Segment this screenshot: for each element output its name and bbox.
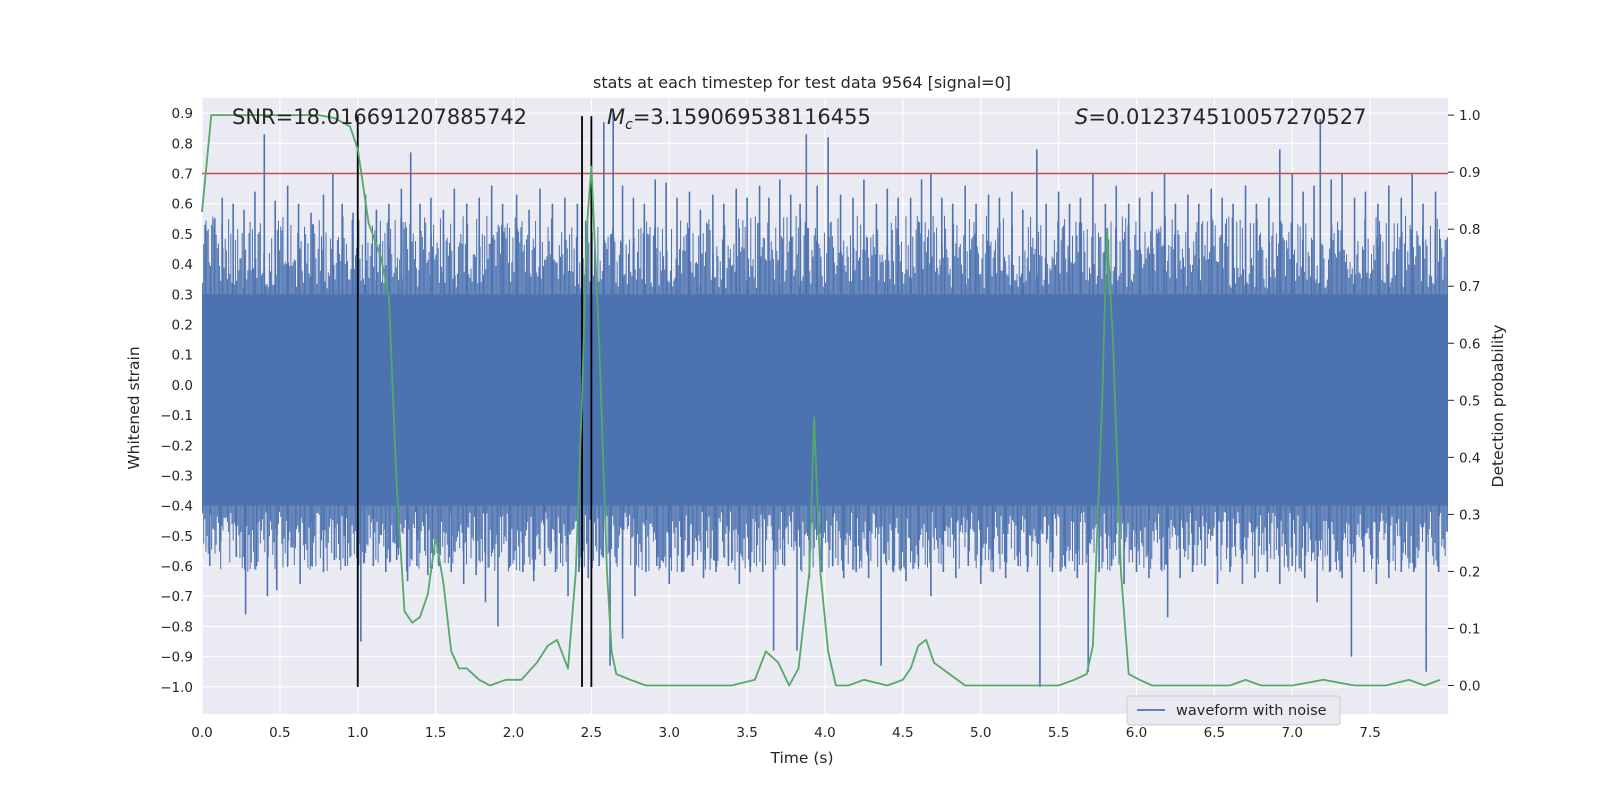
y-left-tick-label: 0.7 bbox=[172, 166, 193, 182]
x-tick-label: 3.0 bbox=[659, 725, 680, 741]
y-right-tick-label: 0.8 bbox=[1459, 222, 1480, 238]
y-left-tick-label: −0.8 bbox=[160, 619, 193, 635]
x-tick-label: 0.0 bbox=[191, 725, 212, 741]
s-value: =0.012374510057270527 bbox=[1088, 105, 1366, 129]
y-left-tick-label: 0.6 bbox=[172, 197, 193, 213]
y-left-tick-label: 0.3 bbox=[172, 287, 193, 303]
y-left-tick-label: −0.3 bbox=[160, 468, 193, 484]
x-tick-label: 2.0 bbox=[503, 725, 524, 741]
x-tick-label: 7.5 bbox=[1359, 725, 1380, 741]
y-left-tick-label: −0.4 bbox=[160, 499, 193, 515]
x-tick-label: 4.0 bbox=[814, 725, 835, 741]
y-axis-left: 0.9 0.8 0.7 0.6 0.5 0.4 0.3 0.2 0.1 0.0 −0.1 −0.2 −0… bbox=[160, 106, 193, 696]
y-right-tick-label: 0.6 bbox=[1459, 336, 1480, 352]
legend-label: waveform with noise bbox=[1176, 703, 1327, 719]
y-left-tick-label: 0.5 bbox=[172, 227, 193, 243]
x-tick-label: 7.0 bbox=[1282, 725, 1303, 741]
chirp-mass-symbol: M bbox=[607, 105, 625, 129]
chirp-mass-annotation: Mc=3.159069538116455 bbox=[607, 105, 871, 133]
x-axis-label: Time (s) bbox=[769, 749, 833, 767]
y-left-tick-label: 0.9 bbox=[172, 106, 193, 122]
x-tick-label: 0.5 bbox=[269, 725, 290, 741]
y-left-tick-label: −0.6 bbox=[160, 559, 193, 575]
y-right-tick-label: 0.5 bbox=[1459, 393, 1480, 409]
x-axis: 0.0 0.5 1.0 1.5 2.0 2.5 3.0 3.5 4.0 4.5 5.0 5.5 6.0 6… bbox=[191, 725, 1381, 741]
legend: waveform with noise bbox=[1126, 695, 1341, 726]
y-right-tick-label: 1.0 bbox=[1459, 108, 1480, 124]
x-tick-label: 5.0 bbox=[970, 725, 991, 741]
s-annotation: S=0.012374510057270527 bbox=[1075, 105, 1366, 129]
waveform-band bbox=[202, 294, 1448, 506]
s-symbol: S bbox=[1075, 105, 1088, 129]
x-tick-label: 1.0 bbox=[347, 725, 368, 741]
x-tick-label: 6.5 bbox=[1204, 725, 1225, 741]
y-right-tick-label: 0.4 bbox=[1459, 450, 1480, 466]
chirp-mass-value: =3.159069538116455 bbox=[633, 105, 871, 129]
probability-series bbox=[201, 114, 1441, 687]
y-left-tick-label: 0.0 bbox=[172, 378, 193, 394]
x-tick-label: 3.5 bbox=[736, 725, 757, 741]
y-left-tick-label: −0.1 bbox=[160, 408, 193, 424]
x-tick-label: 2.5 bbox=[581, 725, 602, 741]
waveform-series bbox=[202, 113, 1448, 687]
snr-annotation: SNR=18.016691207885742 bbox=[232, 105, 527, 129]
y-left-tick-label: −1.0 bbox=[160, 680, 193, 696]
chirp-mass-subscript: c bbox=[625, 117, 633, 133]
probability-line bbox=[201, 114, 1441, 687]
x-tick-label: 1.5 bbox=[425, 725, 446, 741]
y-axis-right: 1.0 0.9 0.8 0.7 0.6 0.5 0.4 0.3 0.2 0.1 0.0 bbox=[1448, 108, 1480, 694]
y-right-tick-label: 0.9 bbox=[1459, 165, 1480, 181]
x-tick-label: 5.5 bbox=[1048, 725, 1069, 741]
y-left-tick-label: −0.7 bbox=[160, 589, 193, 605]
y-right-tick-label: 0.7 bbox=[1459, 279, 1480, 295]
y-right-tick-label: 0.2 bbox=[1459, 564, 1480, 580]
x-tick-label: 4.5 bbox=[892, 725, 913, 741]
y-left-tick-label: 0.8 bbox=[172, 136, 193, 152]
y-left-tick-label: 0.2 bbox=[172, 317, 193, 333]
chart-title: stats at each timestep for test data 956… bbox=[593, 73, 1011, 92]
legend-box bbox=[1126, 695, 1341, 726]
y-right-tick-label: 0.1 bbox=[1459, 621, 1480, 637]
y-right-tick-label: 0.0 bbox=[1459, 678, 1480, 694]
y-axis-label-left: Whitened strain bbox=[125, 346, 143, 469]
x-tick-label: 6.0 bbox=[1126, 725, 1147, 741]
y-left-tick-label: 0.1 bbox=[172, 348, 193, 364]
y-right-tick-label: 0.3 bbox=[1459, 507, 1480, 523]
y-left-tick-label: 0.4 bbox=[172, 257, 193, 273]
y-left-tick-label: −0.9 bbox=[160, 650, 193, 666]
y-left-tick-label: −0.5 bbox=[160, 529, 193, 545]
y-axis-label-right: Detection probability bbox=[1489, 325, 1507, 488]
y-left-tick-label: −0.2 bbox=[160, 438, 193, 454]
